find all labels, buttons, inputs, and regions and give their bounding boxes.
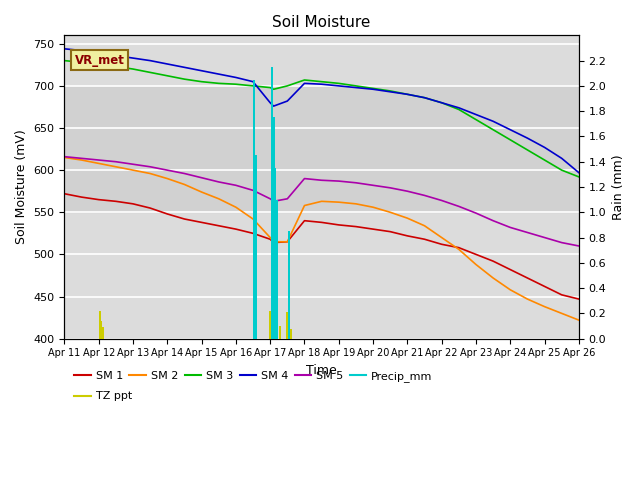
Y-axis label: Rain (mm): Rain (mm) — [612, 154, 625, 220]
Bar — [279, 326, 281, 339]
Title: Soil Moisture: Soil Moisture — [273, 15, 371, 30]
Bar — [100, 321, 102, 339]
Bar — [274, 325, 276, 339]
Bar — [272, 322, 274, 339]
Bar — [102, 327, 104, 339]
Text: VR_met: VR_met — [75, 54, 125, 67]
Bar — [275, 168, 276, 339]
Bar — [273, 118, 275, 339]
X-axis label: Time: Time — [307, 364, 337, 377]
Bar — [255, 156, 257, 339]
Bar — [286, 312, 289, 339]
Bar — [253, 80, 255, 339]
Bar — [288, 231, 290, 339]
Y-axis label: Soil Moisture (mV): Soil Moisture (mV) — [15, 130, 28, 244]
Bar — [276, 200, 278, 339]
Bar — [99, 311, 100, 339]
Bar — [276, 327, 278, 339]
Bar — [290, 328, 292, 339]
Legend: TZ ppt: TZ ppt — [70, 387, 136, 406]
Bar — [271, 67, 273, 339]
Bar — [65, 86, 579, 212]
Bar — [269, 311, 271, 339]
